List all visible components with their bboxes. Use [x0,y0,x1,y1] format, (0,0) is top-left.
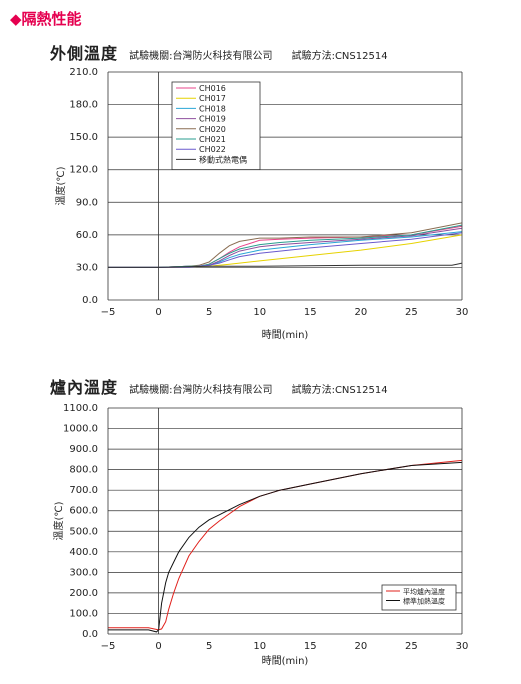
series-line-6 [108,224,463,268]
chart2-x-axis-label: 時間(min) [262,655,309,667]
chart2-y-axis-label: 溫度(℃) [52,501,65,540]
chart1-x-axis-label: 時間(min) [262,329,309,341]
legend-label-1: CH016 [199,84,226,93]
legend-label-7: CH022 [199,145,226,154]
series-line-1 [108,225,463,268]
x-tick-label: 10 [253,641,266,652]
y-tick-label: 300.0 [69,567,98,578]
x-tick-label: −5 [101,307,116,318]
legend-label-8: 移動式熱電偶 [199,154,247,164]
y-tick-label: 180.0 [69,100,98,111]
series-line-2 [108,461,463,633]
x-tick-label: 0 [155,307,161,318]
y-tick-label: 60.0 [76,230,98,241]
x-tick-label: 25 [405,641,418,652]
x-tick-label: 15 [304,307,317,318]
x-tick-label: 5 [206,307,212,318]
x-tick-label: 20 [354,641,367,652]
x-tick-label: 30 [456,641,469,652]
x-tick-label: 5 [206,641,212,652]
legend-label-1: 平均爐內溫度 [403,587,445,596]
series-line-7 [108,232,463,268]
chart1-header: 外側溫度 試驗機關:台灣防火科技有限公司 試驗方法:CNS12514 [50,40,388,64]
x-tick-label: 25 [405,307,418,318]
legend-label-4: CH019 [199,115,226,124]
x-tick-label: 20 [354,307,367,318]
series-line-3 [108,231,463,268]
legend-label-6: CH021 [199,135,226,144]
y-tick-label: 900.0 [69,444,98,455]
y-tick-label: 1100.0 [63,403,98,414]
y-tick-label: 100.0 [69,608,98,619]
section-title: ◆隔熱性能 [10,10,82,28]
chart1-y-axis-label: 溫度(℃) [54,166,67,205]
series-line-8 [108,262,463,268]
y-tick-label: 30.0 [76,262,98,273]
chart2-title: 爐內溫度 [50,378,119,397]
y-tick-label: 210.0 [69,67,98,78]
x-tick-label: 30 [456,307,469,318]
series-line-4 [108,227,463,268]
y-tick-label: 600.0 [69,506,98,517]
x-tick-label: 15 [304,641,317,652]
chart1-title: 外側溫度 [50,44,119,63]
x-tick-label: 0 [155,641,161,652]
series-line-5 [108,222,463,268]
legend-label-5: CH020 [199,125,226,134]
y-tick-label: 500.0 [69,526,98,537]
y-tick-label: 0.0 [82,629,98,640]
y-tick-label: 200.0 [69,588,98,599]
legend-label-2: 標準加熱溫度 [403,597,445,606]
y-tick-label: 0.0 [82,295,98,306]
chart2-method: 試驗方法:CNS12514 [291,385,388,396]
chart1-plot: 0.0 30.0 60.0 90.0 120.0 150.0 180.0 210.0 −5 0 5… [54,67,469,341]
chart2-header: 爐內溫度 試驗機關:台灣防火科技有限公司 試驗方法:CNS12514 [50,374,388,398]
chart1-method: 試驗方法:CNS12514 [291,51,388,62]
x-tick-label: 10 [253,307,266,318]
y-tick-label: 120.0 [69,165,98,176]
legend-box [381,584,457,611]
chart2-plot: 0.0 100.0 200.0 300.0 400.0 500.0 600.0 700.0 80… [52,403,469,667]
x-tick-label: −5 [101,641,116,652]
y-tick-label: 90.0 [76,197,98,208]
legend-label-2: CH017 [199,94,226,103]
y-tick-label: 1000.0 [63,424,98,435]
y-tick-label: 150.0 [69,132,98,143]
legend-box [171,81,261,170]
y-tick-label: 700.0 [69,485,98,496]
legend-label-3: CH018 [199,104,226,113]
chart1-lab: 試驗機關:台灣防火科技有限公司 [129,51,273,62]
y-tick-label: 400.0 [69,547,98,558]
y-tick-label: 800.0 [69,465,98,476]
chart2-lab: 試驗機關:台灣防火科技有限公司 [129,385,273,396]
